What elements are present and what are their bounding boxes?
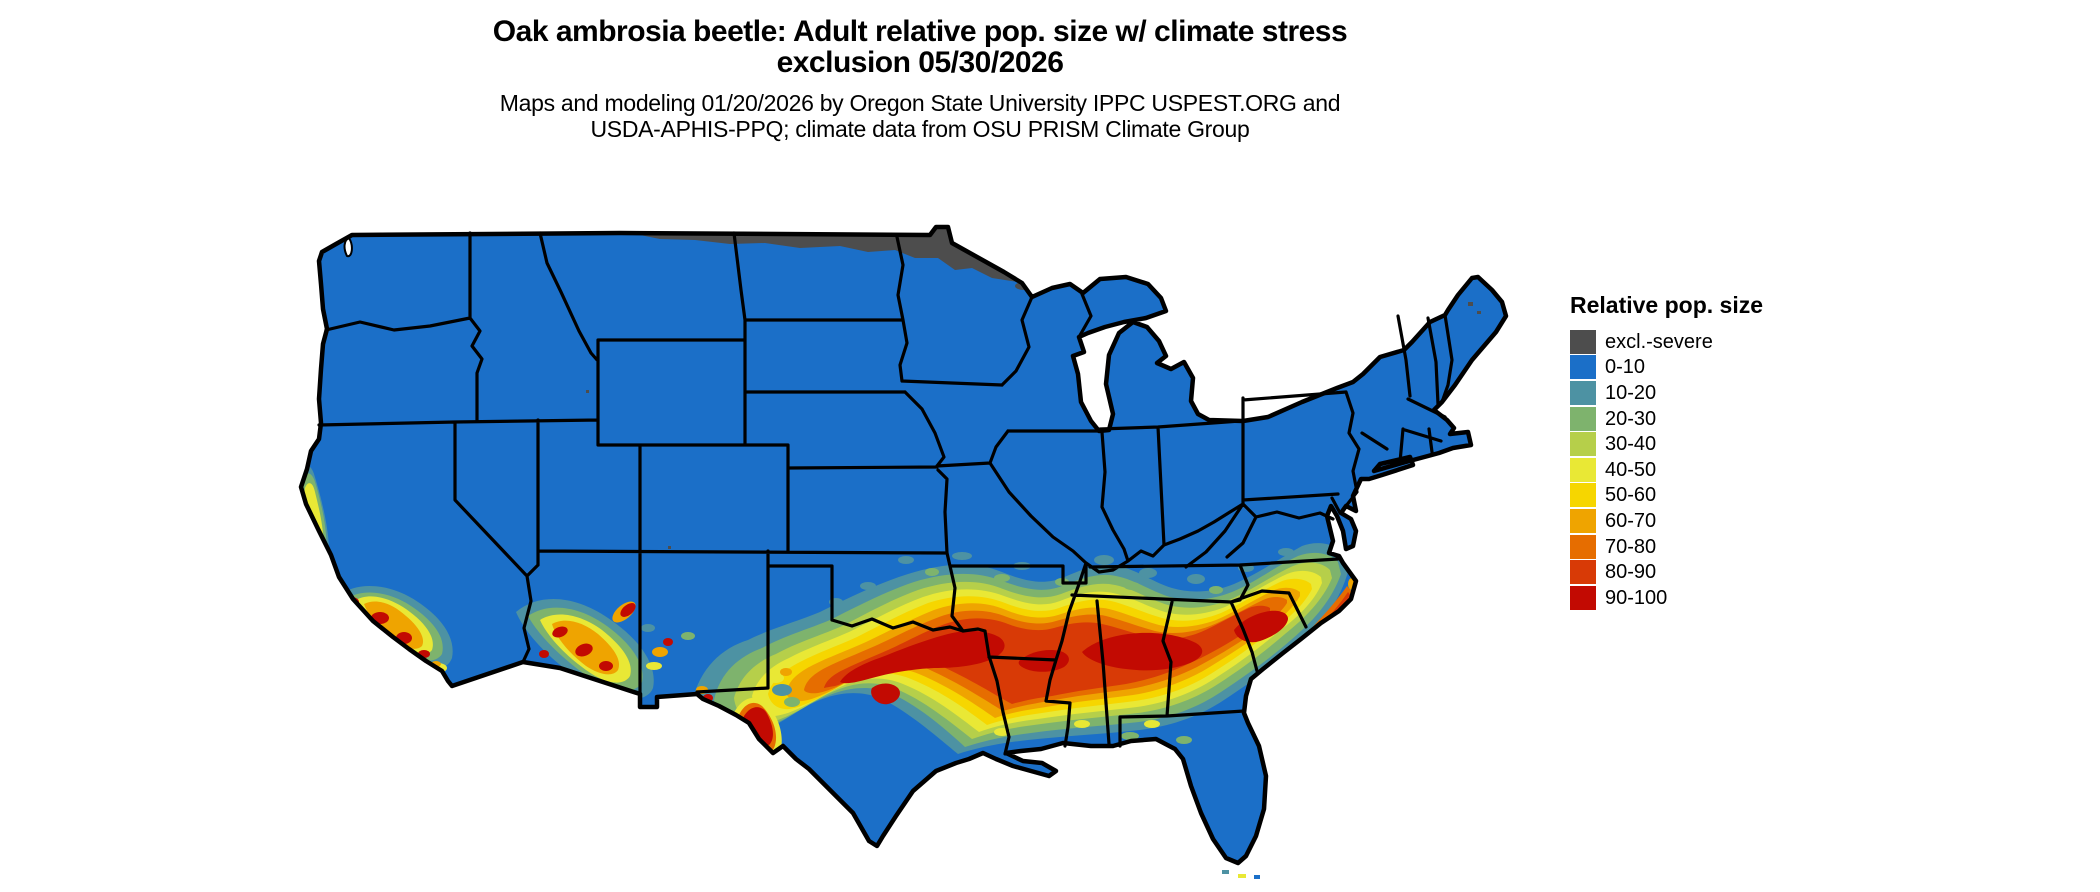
legend-label: excl.-severe [1605, 330, 1713, 353]
map-florida-keys [1222, 870, 1260, 879]
legend-label: 90-100 [1605, 586, 1668, 609]
legend-item: 90-100 [1570, 585, 1830, 611]
legend-label: 70-80 [1605, 535, 1657, 558]
us-outline [298, 224, 1509, 866]
page-title: Oak ambrosia beetle: Adult relative pop.… [230, 16, 1610, 78]
title-line-2: exclusion 05/30/2026 [776, 46, 1064, 79]
legend-label: 50-60 [1605, 484, 1657, 507]
legend-label: 30-40 [1605, 433, 1657, 456]
legend-swatch-0-10 [1570, 355, 1596, 380]
legend-item: 20-30 [1570, 406, 1830, 432]
legend-swatch-excl-severe [1570, 329, 1596, 354]
legend-item: excl.-severe [1570, 329, 1830, 355]
legend-swatch-40-50 [1570, 457, 1596, 482]
legend-item: 70-80 [1570, 534, 1830, 560]
legend-item: 0-10 [1570, 355, 1830, 381]
legend-label: 10-20 [1605, 381, 1657, 404]
legend-swatch-50-60 [1570, 483, 1596, 508]
map-fill-layers [301, 227, 1506, 863]
legend-item: 40-50 [1570, 457, 1830, 483]
legend-label: 80-90 [1605, 561, 1657, 584]
legend-item: 80-90 [1570, 559, 1830, 585]
legend-swatch-90-100 [1570, 585, 1596, 610]
legend-label: 0-10 [1605, 356, 1646, 379]
legend-swatch-30-40 [1570, 432, 1596, 457]
legend-item: 10-20 [1570, 380, 1830, 406]
legend-swatch-10-20 [1570, 380, 1596, 405]
legend-swatch-60-70 [1570, 508, 1596, 533]
legend-swatch-70-80 [1570, 534, 1596, 559]
map-base-0-10 [301, 227, 1506, 863]
subtitle-line-1: Maps and modeling 01/20/2026 by Oregon S… [499, 90, 1341, 116]
legend-label: 60-70 [1605, 509, 1657, 532]
legend-item: 30-40 [1570, 431, 1830, 457]
legend-item: 60-70 [1570, 508, 1830, 534]
title-line-1: Oak ambrosia beetle: Adult relative pop.… [492, 15, 1348, 48]
page-subtitle: Maps and modeling 01/20/2026 by Oregon S… [230, 90, 1610, 142]
legend: Relative pop. size excl.-severe 0-10 10-… [1570, 292, 1830, 611]
map-socal-mottle [338, 585, 453, 673]
legend-title: Relative pop. size [1570, 292, 1764, 318]
legend-swatch-80-90 [1570, 560, 1596, 585]
legend-label: 20-30 [1605, 407, 1657, 430]
legend-swatch-20-30 [1570, 406, 1596, 431]
subtitle-line-2: USDA-APHIS-PPQ; climate data from OSU PR… [590, 116, 1250, 142]
state-boundaries [317, 231, 1454, 756]
legend-label: 40-50 [1605, 458, 1657, 481]
map-arizona-mottle [516, 599, 695, 700]
legend-item: 50-60 [1570, 483, 1830, 509]
puget-sound [343, 236, 353, 258]
